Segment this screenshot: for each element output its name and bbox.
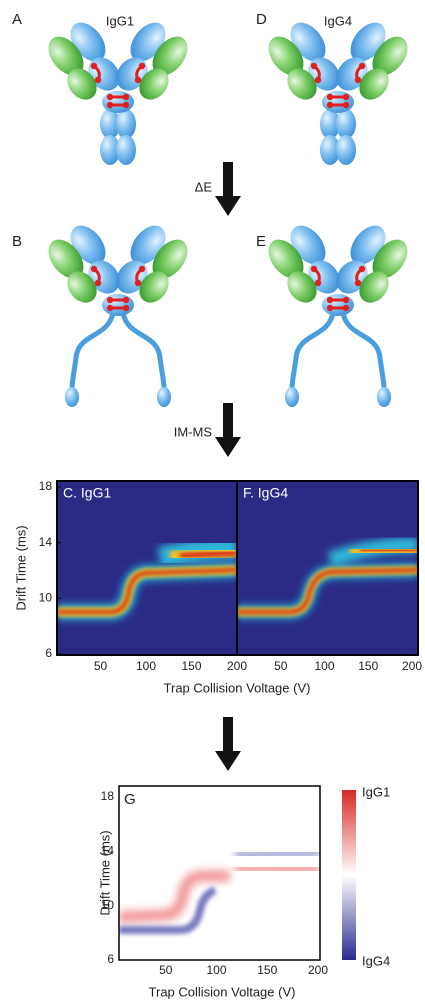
arrow xyxy=(215,162,241,216)
x-tick-label: 50 xyxy=(159,963,173,977)
shape-path xyxy=(235,853,320,855)
antibody-unfolded-igg1 xyxy=(41,219,194,407)
y-tick-label: 18 xyxy=(101,789,115,803)
colorbar-label: IgG1 xyxy=(362,784,390,799)
x-axis-label: Trap Collision Voltage (V) xyxy=(164,680,311,695)
figure: A IgG1 D IgG4 ΔE B E IM-MS C. IgG1 F. Ig… xyxy=(0,0,425,1001)
antibody-igg4 xyxy=(261,16,414,165)
panel-letter: E xyxy=(256,233,266,250)
x-axis-label: Trap Collision Voltage (V) xyxy=(149,984,296,999)
heatmap-right xyxy=(237,481,418,655)
y-tick-label: 6 xyxy=(45,646,52,660)
panel-letter: D xyxy=(256,11,267,28)
heatmap-title: C. IgG1 xyxy=(63,485,111,501)
colorbar xyxy=(342,790,356,960)
arrow xyxy=(215,717,241,771)
heatmap-title: F. IgG4 xyxy=(243,485,288,501)
x-tick-label: 200 xyxy=(308,963,328,977)
shape-path xyxy=(360,550,418,551)
antibody-unfolded-igg4 xyxy=(261,219,414,407)
panel-letter: A xyxy=(12,11,22,28)
difference-map xyxy=(119,786,320,960)
x-tick-label: 100 xyxy=(206,963,226,977)
shape-path xyxy=(180,553,237,556)
x-tick-label: 50 xyxy=(274,659,288,673)
panel-letter: B xyxy=(12,233,22,250)
panel-title: IgG1 xyxy=(106,13,134,28)
y-tick-label: 10 xyxy=(39,591,53,605)
shape-path xyxy=(235,868,320,870)
colorbar-label: IgG4 xyxy=(362,953,390,968)
heatmap-left xyxy=(57,481,237,655)
y-tick-label: 14 xyxy=(39,535,53,549)
x-tick-label: 50 xyxy=(94,659,108,673)
y-tick-label: 6 xyxy=(107,952,114,966)
x-tick-label: 200 xyxy=(227,659,247,673)
arrow xyxy=(215,403,241,457)
panel-title: IgG4 xyxy=(324,13,352,28)
y-tick-label: 10 xyxy=(101,898,115,912)
y-tick-label: 14 xyxy=(101,844,115,858)
x-tick-label: 150 xyxy=(358,659,378,673)
page: A IgG1 D IgG4 ΔE B E IM-MS C. IgG1 F. Ig… xyxy=(0,0,425,1001)
y-axis-label: Drift Time (ms) xyxy=(13,525,28,610)
arrow-label: IM-MS xyxy=(174,424,213,439)
x-tick-label: 100 xyxy=(314,659,334,673)
x-tick-label: 150 xyxy=(257,963,277,977)
x-tick-label: 200 xyxy=(402,659,422,673)
x-tick-label: 100 xyxy=(136,659,156,673)
panel-letter: G xyxy=(124,791,136,808)
x-tick-label: 150 xyxy=(181,659,201,673)
arrow-label: ΔE xyxy=(195,179,213,194)
antibody-igg1 xyxy=(41,16,194,165)
y-tick-label: 18 xyxy=(39,479,53,493)
